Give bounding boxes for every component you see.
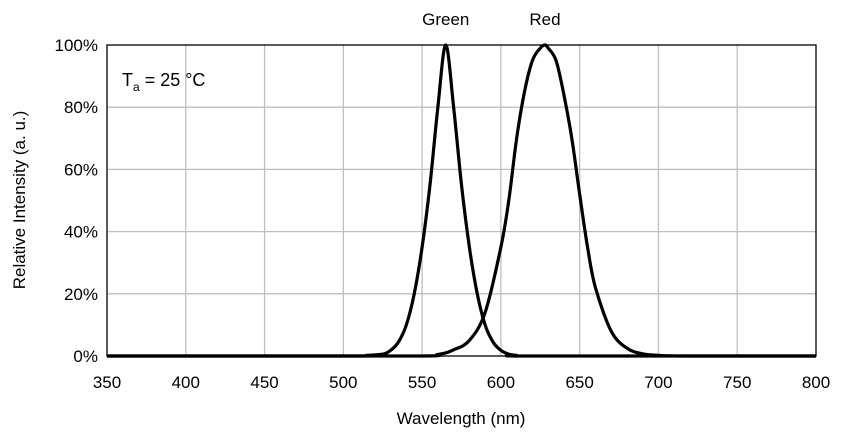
y-tick-label: 60% [64,160,98,179]
y-tick-label: 80% [64,98,98,117]
x-axis-title: Wavelength (nm) [397,409,526,428]
y-axis-ticks: 0% 20% 40% 60% 80% 100% [55,36,98,366]
series-line-red [107,43,816,358]
y-tick-label: 40% [64,223,98,242]
x-tick-label: 750 [723,373,751,392]
x-tick-label: 600 [487,373,515,392]
x-tick-label: 500 [329,373,357,392]
plot-frame [106,44,817,357]
y-tick-label: 100% [55,36,98,55]
series-labels: Green Red [422,10,560,29]
temperature-annotation: Ta = 25 °C [122,70,205,94]
x-tick-label: 400 [172,373,200,392]
series-lines [107,43,816,358]
series-label-green: Green [422,10,469,29]
x-axis-ticks: 350 400 450 500 550 600 650 700 750 800 [93,373,830,392]
x-tick-label: 350 [93,373,121,392]
series-label-red: Red [529,10,560,29]
annotation-main: T [122,70,133,90]
x-tick-label: 650 [565,373,593,392]
x-tick-label: 550 [408,373,436,392]
y-axis-title: Relative Intensity (a. u.) [10,111,29,290]
x-tick-label: 700 [644,373,672,392]
annotation-subscript: a [133,80,140,94]
series-line-green [107,43,816,358]
x-tick-label: 800 [802,373,830,392]
grid-lines [107,45,816,356]
x-tick-label: 450 [250,373,278,392]
y-tick-label: 20% [64,285,98,304]
y-tick-label: 0% [73,347,98,366]
annotation-rest: = 25 °C [140,70,206,90]
